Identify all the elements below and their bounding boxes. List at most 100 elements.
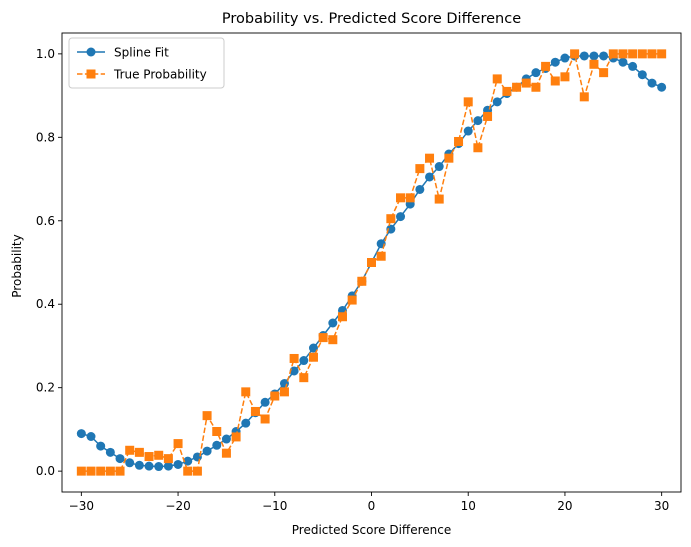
legend-item-spline-fit: Spline Fit: [77, 46, 169, 60]
point-true-probability: [221, 448, 231, 458]
x-tick-label: 10: [461, 499, 476, 513]
point-spline-fit: [221, 434, 231, 444]
point-spline-fit: [76, 429, 86, 439]
point-spline-fit: [531, 68, 541, 78]
point-true-probability: [396, 193, 406, 203]
point-spline-fit: [425, 172, 435, 182]
point-spline-fit: [618, 57, 628, 67]
point-spline-fit: [183, 456, 193, 466]
point-spline-fit: [599, 51, 609, 61]
legend-label-true-probability: True Probability: [113, 68, 207, 82]
point-spline-fit: [289, 366, 299, 376]
point-true-probability: [463, 97, 473, 107]
point-true-probability: [386, 214, 396, 224]
point-true-probability: [434, 194, 444, 204]
point-spline-fit: [589, 51, 599, 61]
point-true-probability: [163, 454, 173, 464]
point-true-probability: [473, 143, 483, 153]
point-spline-fit: [144, 461, 154, 471]
point-true-probability: [308, 352, 318, 362]
point-spline-fit: [328, 318, 338, 328]
y-tick-label: 0.0: [36, 464, 55, 478]
point-spline-fit: [560, 53, 570, 63]
legend-label-spline-fit: Spline Fit: [114, 46, 169, 60]
point-true-probability: [337, 312, 347, 322]
point-spline-fit: [637, 70, 647, 80]
point-spline-fit: [173, 459, 183, 469]
point-spline-fit: [386, 224, 396, 234]
point-spline-fit: [212, 440, 222, 450]
point-spline-fit: [105, 447, 115, 457]
legend-marker-true-probability: [86, 69, 96, 79]
point-true-probability: [202, 411, 212, 421]
point-true-probability: [192, 466, 202, 476]
point-true-probability: [589, 59, 599, 69]
point-true-probability: [250, 406, 260, 416]
point-spline-fit: [96, 441, 106, 451]
point-true-probability: [125, 445, 135, 455]
point-true-probability: [231, 432, 241, 442]
y-axis-label: Probability: [10, 234, 24, 297]
point-true-probability: [415, 164, 425, 174]
point-true-probability: [512, 82, 522, 92]
point-true-probability: [657, 49, 667, 59]
point-true-probability: [299, 373, 309, 383]
point-true-probability: [444, 153, 454, 163]
point-true-probability: [454, 136, 464, 146]
point-true-probability: [628, 49, 638, 59]
point-true-probability: [260, 414, 270, 424]
point-spline-fit: [260, 397, 270, 407]
point-true-probability: [599, 68, 609, 78]
point-spline-fit: [647, 78, 657, 88]
point-true-probability: [579, 92, 589, 102]
point-true-probability: [357, 276, 367, 286]
point-true-probability: [76, 466, 86, 476]
point-true-probability: [483, 111, 493, 121]
point-true-probability: [570, 49, 580, 59]
point-true-probability: [608, 49, 618, 59]
point-true-probability: [328, 335, 338, 345]
point-true-probability: [144, 452, 154, 462]
point-true-probability: [521, 78, 531, 88]
point-true-probability: [241, 387, 251, 397]
point-true-probability: [115, 466, 125, 476]
x-tick-label: −30: [69, 499, 94, 513]
point-true-probability: [183, 466, 193, 476]
point-true-probability: [492, 74, 502, 84]
chart-title: Probability vs. Predicted Score Differen…: [222, 11, 521, 27]
point-true-probability: [405, 193, 415, 203]
point-true-probability: [531, 82, 541, 92]
point-spline-fit: [163, 461, 173, 471]
point-spline-fit: [550, 57, 560, 67]
point-true-probability: [347, 295, 357, 305]
point-true-probability: [637, 49, 647, 59]
y-tick-label: 0.8: [36, 130, 55, 144]
y-tick-label: 0.6: [36, 214, 55, 228]
x-tick-label: 0: [368, 499, 376, 513]
point-true-probability: [154, 450, 164, 460]
point-spline-fit: [241, 418, 251, 428]
legend-item-true-probability: True Probability: [77, 68, 207, 82]
x-tick-label: −20: [165, 499, 190, 513]
point-spline-fit: [434, 162, 444, 172]
y-tick-label: 0.4: [36, 297, 55, 311]
point-true-probability: [367, 258, 376, 267]
point-spline-fit: [657, 82, 667, 92]
point-true-probability: [173, 439, 183, 449]
point-spline-fit: [86, 432, 96, 442]
point-true-probability: [425, 153, 435, 163]
y-tick-label: 0.2: [36, 381, 55, 395]
point-true-probability: [560, 72, 570, 82]
point-true-probability: [212, 426, 222, 436]
point-true-probability: [618, 49, 628, 59]
x-tick-label: −10: [262, 499, 287, 513]
point-spline-fit: [492, 97, 502, 107]
legend: Spline Fit True Probability: [68, 37, 225, 89]
point-true-probability: [134, 447, 144, 457]
point-spline-fit: [202, 446, 212, 456]
point-true-probability: [376, 251, 386, 261]
point-spline-fit: [154, 462, 164, 472]
x-axis-label: Predicted Score Difference: [292, 523, 451, 537]
point-true-probability: [279, 387, 289, 397]
